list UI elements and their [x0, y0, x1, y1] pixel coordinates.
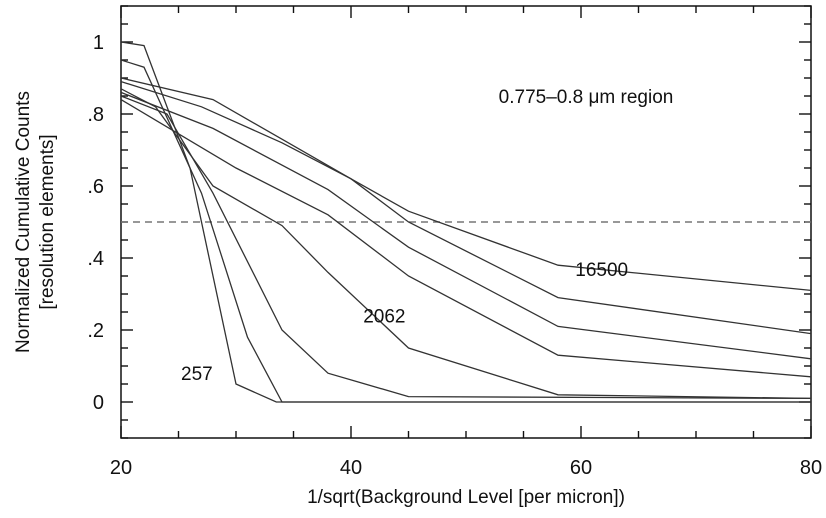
series-line-5: [121, 99, 811, 378]
x-tick-label: 60: [570, 457, 592, 479]
tick-labels: 20 40 60 80 0 .2 .4 .6 .8 1: [87, 32, 822, 479]
plot-area-frame: [120, 5, 812, 439]
series-annotations: 257 2062 16500: [181, 260, 628, 385]
x-axis-title: 1/sqrt(Background Level [per micron]): [307, 487, 625, 508]
x-tick-label: 20: [110, 457, 132, 479]
y-tick-label: 0: [93, 392, 104, 414]
y-tick-label: .6: [87, 176, 104, 198]
axis-ticks: [120, 5, 812, 439]
y-tick-label: .4: [87, 248, 104, 270]
y-tick-label: .8: [87, 104, 104, 126]
x-tick-label: 80: [800, 457, 822, 479]
y-tick-label: .2: [87, 320, 104, 342]
series-line-2: [121, 59, 811, 403]
series-annotation: 257: [181, 364, 213, 385]
series-line-1: [121, 41, 811, 403]
series-line-4: [121, 88, 811, 400]
y-axis-title-line-1: Normalized Cumulative Counts: [13, 91, 34, 353]
y-tick-label: 1: [93, 32, 104, 54]
series-line-7: [121, 80, 811, 335]
series-line-8: [121, 77, 811, 292]
series-annotation: 2062: [363, 307, 405, 328]
series-line-6: [121, 91, 811, 360]
series-layer: [121, 41, 811, 403]
series-line-3: [121, 95, 811, 400]
x-tick-label: 40: [340, 457, 362, 479]
region-label: 0.775–0.8 μm region: [499, 87, 674, 108]
y-axis-title-line-2: [resolution elements]: [37, 134, 58, 309]
series-annotation: 16500: [575, 260, 628, 281]
